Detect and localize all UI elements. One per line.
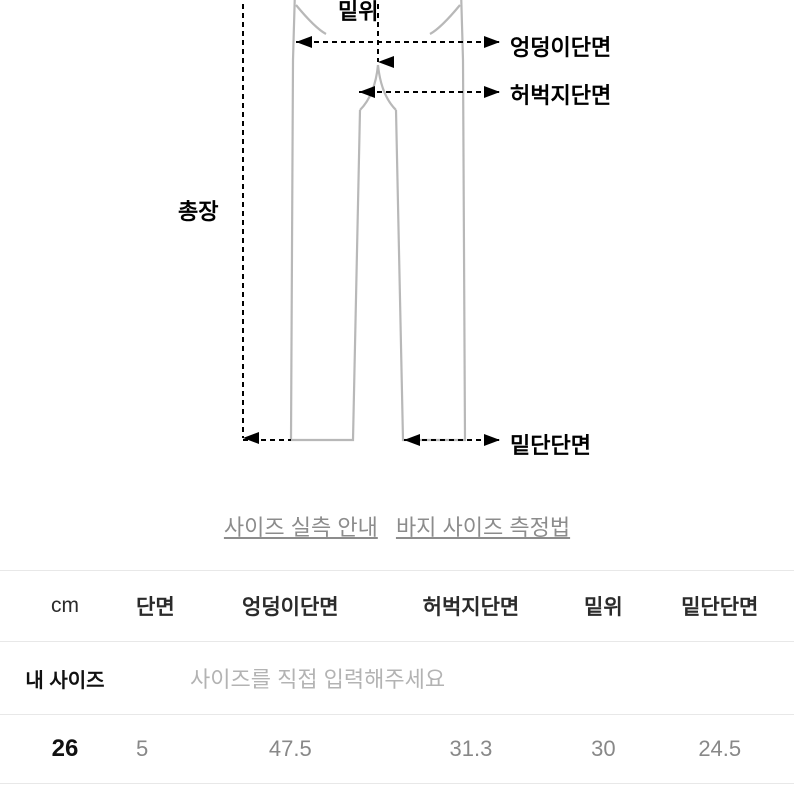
mysize-label: 내 사이즈 <box>0 642 130 715</box>
th-rise: 밑위 <box>561 571 645 642</box>
th-unit: cm <box>0 571 130 642</box>
cell-partial: 5 <box>130 715 200 784</box>
label-rise: 밑위 <box>338 0 378 26</box>
label-length: 총장 <box>178 194 218 226</box>
link-pants-howto[interactable]: 바지 사이즈 측정법 <box>396 515 570 540</box>
label-hip: 엉덩이단면 <box>510 30 611 62</box>
label-thigh: 허벅지단면 <box>510 78 611 110</box>
cell-hip: 47.5 <box>200 715 381 784</box>
table-row: 26 5 47.5 31.3 30 24.5 <box>0 715 794 784</box>
cell-rise: 30 <box>561 715 645 784</box>
th-partial: 단면 <box>130 571 200 642</box>
mysize-placeholder[interactable]: 사이즈를 직접 입력해주세요 <box>130 642 794 715</box>
size-links: 사이즈 실측 안내 바지 사이즈 측정법 <box>0 510 794 542</box>
cell-size: 26 <box>0 715 130 784</box>
mysize-row[interactable]: 내 사이즈 사이즈를 직접 입력해주세요 <box>0 642 794 715</box>
link-size-guide[interactable]: 사이즈 실측 안내 <box>224 515 378 540</box>
label-hem: 밑단단면 <box>510 428 591 460</box>
pants-diagram: 밑위 엉덩이단면 허벅지단면 총장 밑단단면 <box>0 0 794 490</box>
th-hem: 밑단단면 <box>645 571 794 642</box>
th-thigh: 허벅지단면 <box>381 571 562 642</box>
cell-hem: 24.5 <box>645 715 794 784</box>
table-header-row: cm 단면 엉덩이단면 허벅지단면 밑위 밑단단면 <box>0 571 794 642</box>
pants-svg <box>0 0 794 490</box>
cell-thigh: 31.3 <box>381 715 562 784</box>
th-hip: 엉덩이단면 <box>200 571 381 642</box>
size-table: cm 단면 엉덩이단면 허벅지단면 밑위 밑단단면 내 사이즈 사이즈를 직접 … <box>0 570 794 784</box>
